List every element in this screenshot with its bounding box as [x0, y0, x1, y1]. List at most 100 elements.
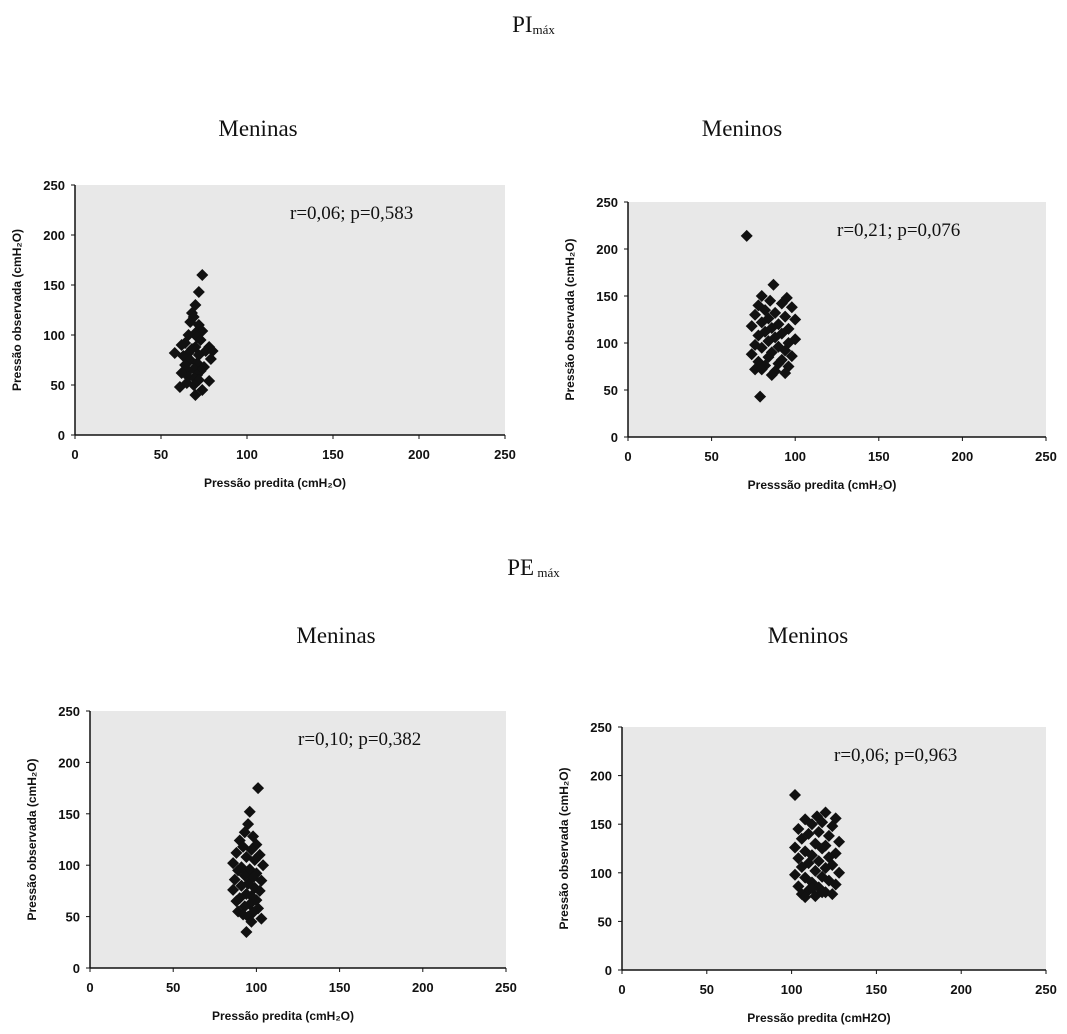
x-tick-label: 250: [1035, 449, 1057, 464]
data-point: [805, 882, 818, 895]
data-point: [243, 863, 256, 876]
x-tick-label: 200: [952, 449, 974, 464]
x-axis-label: Presssão predita (cmH₂O): [748, 478, 897, 492]
x-tick-label: 0: [618, 982, 625, 997]
x-tick-label: 250: [494, 447, 516, 462]
data-point: [255, 874, 268, 887]
plot-area: [628, 202, 1046, 437]
data-point: [192, 349, 205, 361]
data-point: [785, 350, 798, 363]
data-point: [765, 368, 778, 381]
data-point: [230, 846, 243, 859]
y-tick-label: 100: [590, 866, 612, 881]
y-axis-label: Pressão observada (cmH₂O): [10, 229, 24, 391]
data-point: [247, 871, 260, 884]
x-tick-label: 100: [781, 982, 803, 997]
y-tick-label: 100: [58, 858, 80, 873]
x-tick-label: 150: [868, 449, 890, 464]
data-point: [745, 320, 758, 333]
data-point: [232, 905, 245, 918]
x-tick-label: 50: [704, 449, 718, 464]
data-point: [779, 344, 792, 357]
chart-title-pimax-meninos: Meninos: [701, 116, 783, 141]
x-tick-label: 250: [495, 980, 517, 995]
data-point: [243, 805, 256, 818]
x-tick-label: 200: [412, 980, 434, 995]
correlation-annotation: r=0,21; p=0,076: [837, 220, 960, 241]
scatter-chart-pimax-meninos: 0 50 100 150 200 250 0 50 100 150 200 250 Presssão p…: [563, 195, 1057, 492]
y-tick-label: 0: [58, 428, 65, 443]
y-tick-label: 0: [611, 430, 618, 445]
y-tick-label: 150: [58, 807, 80, 822]
x-tick-label: 50: [166, 980, 180, 995]
data-point: [749, 338, 762, 351]
data-point: [799, 891, 812, 904]
x-tick-label: 0: [624, 449, 631, 464]
data-point: [243, 898, 256, 911]
x-axis-label: Pressão predita (cmH2O): [747, 1011, 890, 1025]
data-point: [788, 868, 801, 881]
chart-title-pemax-meninos: Meninos: [767, 623, 849, 648]
y-tick-label: 50: [604, 383, 618, 398]
data-point: [785, 301, 798, 314]
data-point: [809, 837, 822, 850]
data-point: [772, 357, 785, 370]
plot-area: [622, 727, 1046, 970]
y-tick-label: 200: [43, 228, 65, 243]
x-tick-label: 100: [236, 447, 258, 462]
data-point: [812, 825, 825, 838]
data-point: [816, 816, 829, 829]
x-tick-label: 150: [329, 980, 351, 995]
data-point: [833, 835, 846, 848]
y-tick-label: 250: [43, 178, 65, 193]
data-point: [792, 880, 805, 893]
data-point: [769, 365, 782, 378]
data-point: [227, 883, 240, 896]
data-point: [233, 892, 246, 905]
data-point: [247, 830, 260, 843]
data-point: [238, 826, 251, 839]
data-point: [173, 381, 186, 393]
data-point: [740, 229, 753, 242]
x-axis-label: Pressão predita (cmH₂O): [204, 476, 346, 490]
data-point: [772, 318, 785, 331]
data-point: [775, 297, 788, 310]
data-point: [203, 375, 216, 387]
correlation-annotation: r=0,06; p=0,583: [290, 203, 413, 224]
data-point: [822, 829, 835, 842]
y-tick-label: 250: [596, 195, 618, 210]
data-point: [194, 334, 207, 346]
y-tick-label: 200: [596, 242, 618, 257]
data-point: [196, 269, 209, 281]
data-point: [788, 841, 801, 854]
plot-area: [90, 711, 506, 968]
data-point: [816, 886, 829, 899]
data-point: [192, 286, 205, 298]
data-point: [755, 341, 768, 354]
data-point: [247, 906, 260, 919]
data-point: [795, 860, 808, 873]
y-tick-label: 0: [605, 963, 612, 978]
x-tick-label: 0: [71, 447, 78, 462]
scatter-chart-pemax-meninas: 0 50 100 150 200 250 0 50 100 150 200 250 Pressão pr…: [25, 704, 517, 1023]
correlation-annotation: r=0,10; p=0,382: [298, 729, 421, 750]
data-point: [829, 878, 842, 891]
x-tick-label: 200: [950, 982, 972, 997]
data-point: [204, 353, 217, 365]
data-point: [826, 888, 839, 901]
y-tick-label: 0: [73, 961, 80, 976]
data-point: [816, 842, 829, 855]
data-point: [235, 879, 248, 892]
data-point: [749, 308, 762, 321]
x-axis-label: Pressão predita (cmH₂O): [212, 1009, 354, 1023]
y-tick-label: 200: [590, 769, 612, 784]
data-point: [250, 867, 263, 880]
data-point: [765, 346, 778, 359]
y-axis-label: Pressão observada (cmH₂O): [25, 758, 39, 920]
data-point: [779, 310, 792, 323]
data-point: [189, 389, 202, 401]
data-point: [792, 823, 805, 836]
correlation-annotation: r=0,06; p=0,963: [834, 745, 957, 766]
data-point: [795, 888, 808, 901]
x-tick-label: 150: [866, 982, 888, 997]
